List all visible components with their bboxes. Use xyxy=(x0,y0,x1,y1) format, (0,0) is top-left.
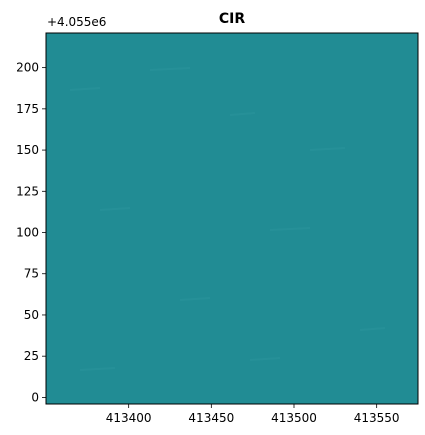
x-tick-label: 413500 xyxy=(271,411,317,425)
image-texture xyxy=(69,67,386,371)
plot-area xyxy=(46,33,418,404)
axes-frame xyxy=(45,32,419,405)
y-tick-label: 125 xyxy=(16,184,39,198)
y-tick-label: 50 xyxy=(24,308,39,322)
y-tick-label: 0 xyxy=(31,390,39,404)
texture-streak xyxy=(79,367,116,371)
texture-streak xyxy=(179,297,211,301)
texture-streak xyxy=(249,357,281,361)
x-axis: 413400 413450 413500 413550 xyxy=(106,404,400,425)
chart-title: CIR xyxy=(219,11,245,27)
y-tick-label: 25 xyxy=(24,349,39,363)
y-tick-label: 200 xyxy=(16,61,39,75)
y-tick-label: 175 xyxy=(16,102,39,116)
y-axis: 0 25 50 75 100 125 150 175 200 xyxy=(16,61,46,404)
texture-streak xyxy=(269,227,311,231)
y-tick-label: 100 xyxy=(16,226,39,240)
texture-streak xyxy=(69,87,101,91)
texture-streak xyxy=(309,147,346,151)
texture-streak xyxy=(149,67,191,71)
x-tick-label: 413450 xyxy=(188,411,234,425)
texture-streak xyxy=(229,112,256,116)
texture-streak xyxy=(99,207,131,211)
texture-streak xyxy=(359,327,386,331)
y-tick-label: 75 xyxy=(24,267,39,281)
cir-image-raster xyxy=(46,33,418,404)
x-tick-label: 413400 xyxy=(106,411,152,425)
x-tick-label: 413550 xyxy=(354,411,400,425)
y-axis-offset-label: +4.055e6 xyxy=(47,15,106,29)
y-tick-label: 150 xyxy=(16,143,39,157)
